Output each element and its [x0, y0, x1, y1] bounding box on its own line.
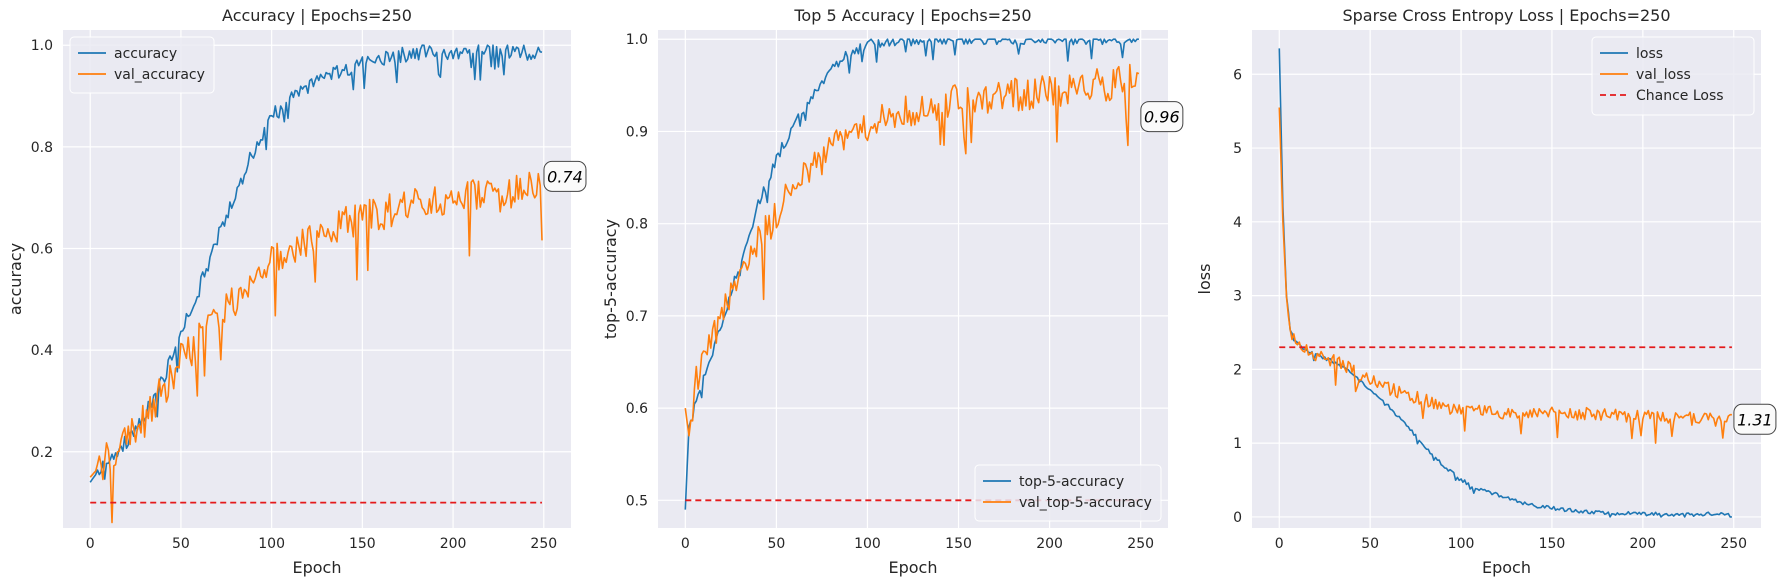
train-series-line	[684, 38, 1139, 510]
val-series-line	[89, 171, 543, 524]
x-tick-label: 150	[349, 536, 376, 552]
y-tick-label: 0.8	[626, 217, 648, 233]
series-group	[89, 44, 543, 524]
legend-entry-label: loss	[1636, 46, 1663, 62]
x-tick-label: 0	[86, 536, 95, 552]
y-tick-label: 0.4	[31, 343, 53, 359]
x-tick-label: 200	[440, 536, 467, 552]
x-axis-label: Epoch	[1482, 558, 1531, 577]
legend-entry-label: val_top-5-accuracy	[1019, 495, 1152, 511]
y-tick-label: 0.5	[626, 493, 648, 509]
y-axis-label: top-5-accuracy	[601, 219, 620, 339]
x-tick-label: 250	[530, 536, 557, 552]
x-tick-label: 50	[1361, 536, 1379, 552]
x-tick-label: 150	[1539, 536, 1566, 552]
legend-entry-label: val_accuracy	[114, 67, 205, 83]
legend-box	[1591, 36, 1755, 116]
x-tick-label: 50	[172, 536, 190, 552]
final-value-label: 1.31	[1737, 410, 1773, 429]
series-group	[1278, 48, 1732, 518]
chart-title: Sparse Cross Entropy Loss | Epochs=250	[1342, 6, 1670, 25]
plot-area	[63, 30, 571, 528]
final-value-box	[1140, 101, 1184, 133]
y-tick-label: 0.6	[626, 401, 648, 417]
y-tick-label: 0.6	[31, 242, 53, 258]
loss-panel: 0 50 100 150 200 250 0 1 2 3 4 5 6 Sparse Cross Entro…	[1195, 6, 1777, 577]
x-tick-label: 250	[1720, 536, 1747, 552]
chart-title: Top 5 Accuracy | Epochs=250	[793, 6, 1031, 25]
accuracy-panel: 0 50 100 150 200 250 0.2 0.4 0.6 0.8 1.0 Accuracy |…	[6, 6, 587, 577]
y-tick-label: 4	[1233, 215, 1242, 231]
legend-entry-label: accuracy	[114, 46, 177, 62]
x-tick-label: 100	[258, 536, 285, 552]
legend: loss val_loss Chance Loss	[1591, 36, 1755, 116]
val-series-line	[684, 63, 1140, 437]
legend: top-5-accuracy val_top-5-accuracy	[974, 464, 1162, 522]
x-axis-label: Epoch	[889, 558, 938, 577]
val-series-line	[1278, 107, 1732, 444]
y-tick-label: 6	[1233, 67, 1242, 83]
y-axis-label: accuracy	[6, 243, 25, 315]
train-series-line	[89, 44, 543, 483]
y-tick-label: 0.2	[31, 445, 53, 461]
series-group	[684, 38, 1140, 510]
x-tick-label: 100	[854, 536, 881, 552]
final-value-label: 0.96	[1144, 108, 1180, 127]
y-axis-label: loss	[1195, 264, 1214, 295]
y-tick-label: 0.9	[626, 124, 648, 140]
x-tick-label: 50	[767, 536, 785, 552]
legend-entry-label: val_loss	[1636, 67, 1691, 83]
legend-box	[974, 464, 1162, 522]
x-tick-label: 0	[681, 536, 690, 552]
x-tick-label: 150	[945, 536, 972, 552]
x-axis-label: Epoch	[293, 558, 342, 577]
legend-box	[69, 36, 215, 94]
x-tick-label: 250	[1127, 536, 1154, 552]
y-tick-label: 3	[1233, 289, 1242, 305]
y-tick-label: 0.7	[626, 309, 648, 325]
final-value-box	[1733, 403, 1777, 435]
chart-title: Accuracy | Epochs=250	[222, 6, 412, 25]
x-tick-label: 0	[1275, 536, 1284, 552]
legend-entry-label: top-5-accuracy	[1019, 474, 1124, 490]
final-value-box	[543, 160, 587, 192]
y-tick-label: 5	[1233, 141, 1242, 157]
final-value-label: 0.74	[547, 167, 583, 186]
legend: accuracy val_accuracy	[69, 36, 215, 94]
y-tick-label: 1	[1233, 436, 1242, 452]
y-tick-label: 2	[1233, 362, 1242, 378]
legend-entry-label: Chance Loss	[1636, 88, 1724, 104]
x-tick-label: 200	[1036, 536, 1063, 552]
x-tick-label: 200	[1629, 536, 1656, 552]
top5-accuracy-panel: 0 50 100 150 200 250 0.5 0.6 0.7 0.8 0.9 1.0 Top 5 A…	[601, 6, 1184, 577]
x-tick-label: 100	[1448, 536, 1475, 552]
y-tick-label: 1.0	[31, 38, 53, 54]
y-tick-label: 1.0	[626, 32, 648, 48]
y-tick-label: 0.8	[31, 140, 53, 156]
y-tick-label: 0	[1233, 510, 1242, 526]
